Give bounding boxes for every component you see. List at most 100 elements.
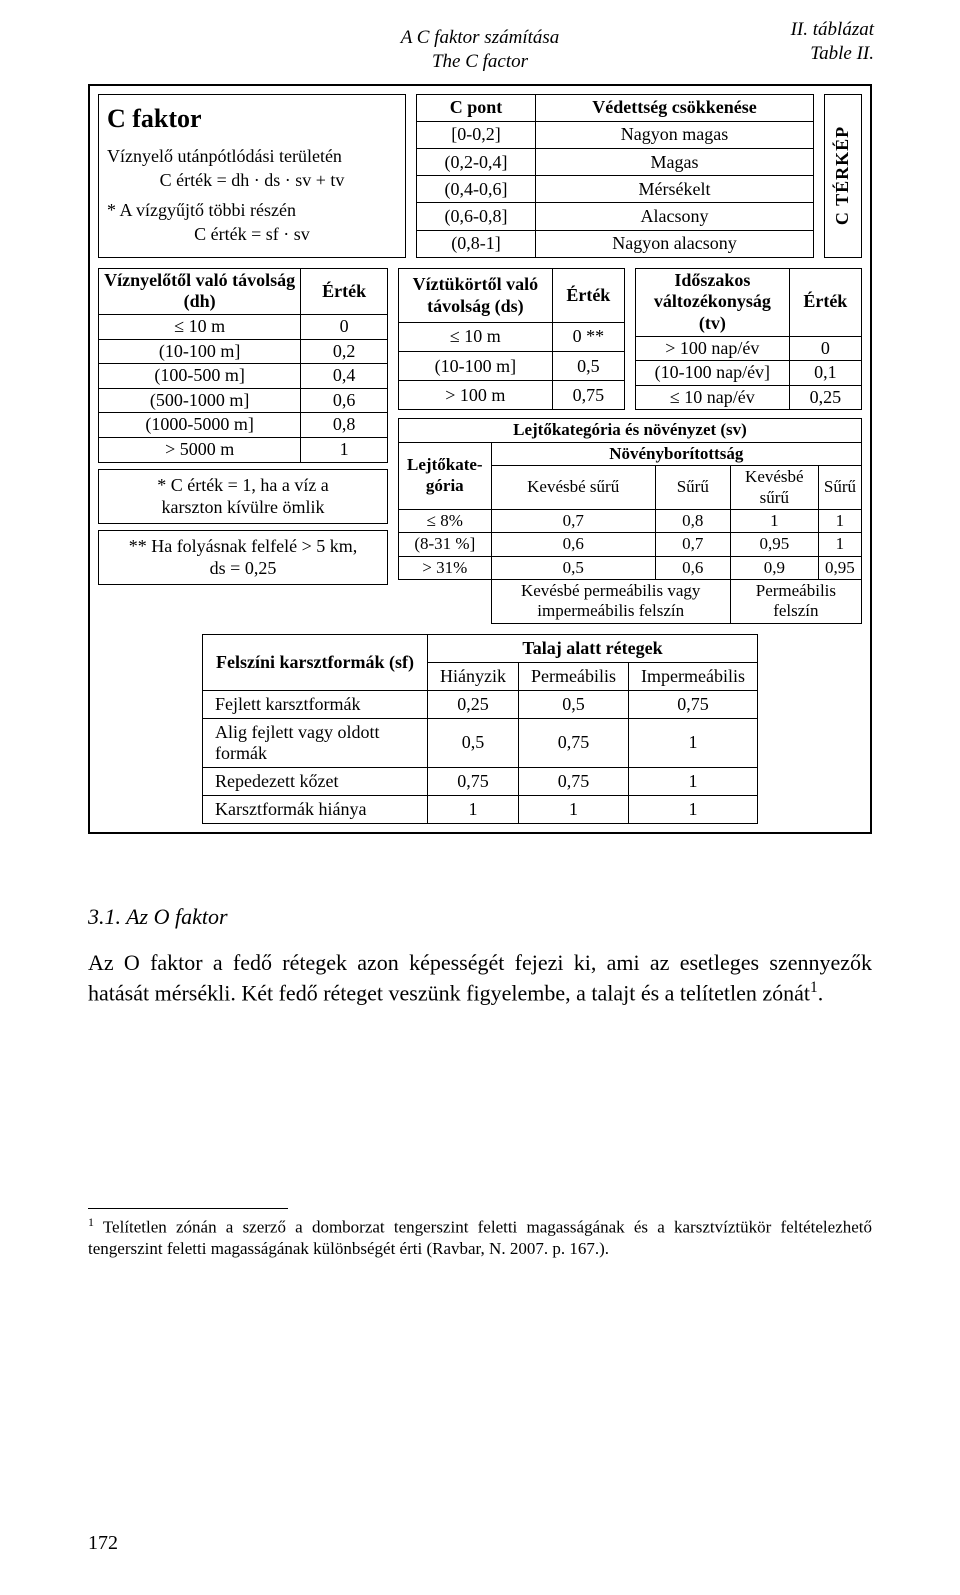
dh-row: > 5000 m [99, 437, 301, 462]
table-title-hu: A C faktor számítása [401, 27, 560, 48]
table-number-en: Table II. [810, 43, 874, 64]
sf-sub: Hiányzik [428, 662, 519, 690]
sv-row: 1 [818, 533, 861, 556]
section-heading: 3.1. Az O faktor [88, 904, 872, 930]
sv-row: ≤ 8% [399, 509, 492, 532]
dh-row: 0 [301, 314, 388, 339]
sv-sub: Kevésbé sűrű [730, 466, 818, 510]
sv-row: 0,95 [730, 533, 818, 556]
sf-sub: Permeábilis [519, 662, 629, 690]
c-terkep-box: C TÉRKÉP [824, 94, 862, 258]
c-factor-formula-1: C érték = dh · ds · sv + tv [107, 168, 397, 192]
ds-row: 0,5 [552, 352, 624, 381]
sf-row: 0,5 [519, 690, 629, 718]
table-number-hu: II. táblázat [791, 19, 874, 40]
sv-footer-left: Kevésbé permeábilis vagy impermeábilis f… [491, 580, 730, 624]
sf-row: 0,75 [428, 767, 519, 795]
dh-row: 0,2 [301, 339, 388, 364]
sf-row: 1 [629, 795, 758, 823]
cpont-row: Alacsony [536, 203, 814, 230]
c-factor-title: C faktor [107, 101, 397, 136]
sf-row: 1 [428, 795, 519, 823]
table-title-en: The C factor [432, 51, 528, 72]
cpont-row: Magas [536, 148, 814, 175]
tv-row: 0,25 [789, 385, 861, 410]
cpont-row: Nagyon alacsony [536, 230, 814, 257]
dh-note-text: karszton kívülre ömlik [162, 497, 325, 517]
sv-sub: Sűrű [655, 466, 730, 510]
sv-row: 0,7 [491, 509, 655, 532]
c-factor-definition: C faktor Víznyelő utánpótlódási területé… [98, 94, 406, 258]
sf-h1: Felszíni karsztformák (sf) [203, 634, 428, 690]
sv-table: Lejtőkategória és növényzet (sv) Lejtőka… [398, 418, 862, 624]
tv-table: Időszakos változékonyság (tv) Érték > 10… [635, 268, 862, 411]
dh-row: 0,4 [301, 364, 388, 389]
dh-row: (500-1000 m] [99, 388, 301, 413]
sf-table: Felszíni karsztformák (sf) Talaj alatt r… [202, 634, 758, 824]
ds-row: > 100 m [399, 381, 553, 410]
dh-row: (1000-5000 m] [99, 413, 301, 438]
dh-note-text: * C érték = 1, ha a víz a [157, 475, 329, 495]
table-number: II. táblázat Table II. [791, 18, 874, 66]
sv-sub: Kevésbé sűrű [491, 466, 655, 510]
ds-h2: Érték [552, 268, 624, 323]
ds-row: 0,75 [552, 381, 624, 410]
sv-h2: Növényborítottság [491, 442, 861, 465]
sv-sub: Sűrű [818, 466, 861, 510]
tv-row: (10-100 nap/év] [636, 361, 790, 386]
c-factor-box: C faktor Víznyelő utánpótlódási területé… [88, 84, 872, 834]
sf-row: 1 [519, 795, 629, 823]
sf-sub: Impermeábilis [629, 662, 758, 690]
cpont-table: C pont Védettség csökkenése [0-0,2]Nagyo… [416, 94, 814, 258]
sv-row: 0,95 [818, 556, 861, 579]
sf-row: Fejlett karsztformák [203, 690, 428, 718]
cpont-row: Nagyon magas [536, 121, 814, 148]
sf-row: 1 [629, 718, 758, 767]
tv-h1: Időszakos változékonyság (tv) [636, 268, 790, 336]
sv-h1: Lejtőkate-gória [399, 442, 492, 509]
ds-row: 0 ** [552, 323, 624, 352]
ds-row: ≤ 10 m [399, 323, 553, 352]
footnote-text: Telítetlen zónán a szerző a domborzat te… [88, 1217, 872, 1258]
sf-row: Alig fejlett vagy oldott formák [203, 718, 428, 767]
dh-row: (10-100 m] [99, 339, 301, 364]
cpont-row: (0,8-1] [417, 230, 536, 257]
dh-row: (100-500 m] [99, 364, 301, 389]
sv-row: 0,8 [655, 509, 730, 532]
sv-row: 0,6 [491, 533, 655, 556]
footnote-rule [88, 1208, 288, 1209]
sv-title: Lejtőkategória és növényzet (sv) [399, 419, 862, 442]
ds-table: Víztükörtől való távolság (ds) Érték ≤ 1… [398, 268, 625, 411]
c-factor-line3: * A vízgyűjtő többi részén [107, 198, 397, 222]
cpont-h2: Védettség csökkenése [536, 94, 814, 121]
c-factor-line1: Víznyelő utánpótlódási területén [107, 144, 397, 168]
c-terkep-label: C TÉRKÉP [833, 126, 854, 225]
footnote: 1 Telítetlen zónán a szerző a domborzat … [88, 1215, 872, 1261]
cpont-row: Mérsékelt [536, 176, 814, 203]
dh-note-text: ** Ha folyásnak felfelé > 5 km, [129, 536, 358, 556]
dh-note1: * C érték = 1, ha a víz a karszton kívül… [98, 469, 388, 524]
sv-row: 1 [730, 509, 818, 532]
sv-row: (8-31 %] [399, 533, 492, 556]
dh-note-text: ds = 0,25 [210, 558, 277, 578]
body-paragraph: Az O faktor a fedő rétegek azon képesség… [88, 948, 872, 1008]
sv-row: > 31% [399, 556, 492, 579]
cpont-h1: C pont [417, 94, 536, 121]
cpont-row: (0,6-0,8] [417, 203, 536, 230]
tv-row: 0 [789, 336, 861, 361]
sv-row: 0,7 [655, 533, 730, 556]
sf-row: Repedezett kőzet [203, 767, 428, 795]
sf-row: 0,75 [629, 690, 758, 718]
page-number: 172 [88, 1532, 118, 1555]
sv-row: 1 [818, 509, 861, 532]
sf-row: 0,25 [428, 690, 519, 718]
tv-h2: Érték [789, 268, 861, 336]
dh-row: ≤ 10 m [99, 314, 301, 339]
footnote-ref: 1 [810, 979, 818, 996]
dh-row: 0,8 [301, 413, 388, 438]
ds-h1: Víztükörtől való távolság (ds) [399, 268, 553, 323]
dh-note2: ** Ha folyásnak felfelé > 5 km, ds = 0,2… [98, 530, 388, 585]
sv-row: 0,5 [491, 556, 655, 579]
cpont-row: [0-0,2] [417, 121, 536, 148]
sv-row: 0,6 [655, 556, 730, 579]
